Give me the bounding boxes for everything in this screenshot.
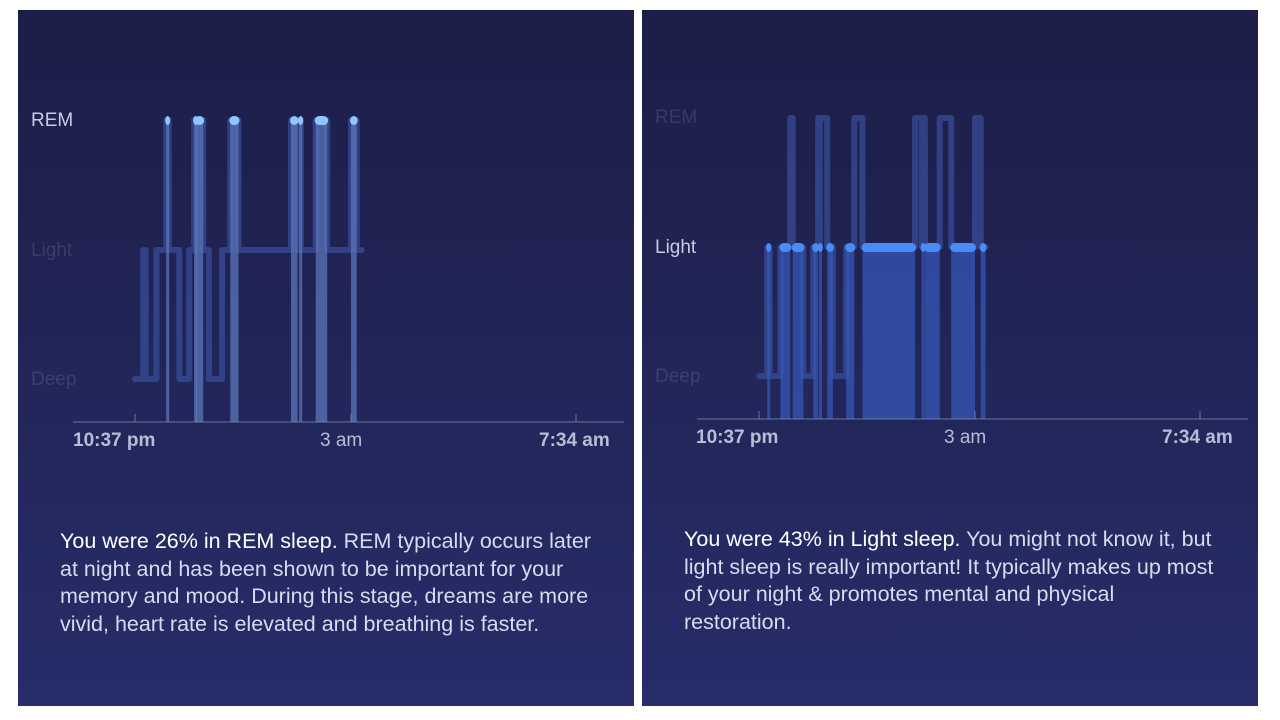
stage-highlight-bar: [812, 243, 820, 252]
stage-highlight-bar: [194, 116, 205, 125]
light-summary: You were 43% in Light sleep. You might n…: [684, 526, 1224, 636]
time-label-mid: 3 am: [320, 430, 363, 451]
time-label-end: 7:34 am: [1162, 427, 1233, 448]
stage-column: [862, 247, 916, 419]
stage-highlight-bar: [350, 116, 358, 125]
stage-column: [767, 247, 771, 419]
stage-column: [813, 247, 819, 419]
stage-column: [291, 120, 298, 422]
stage-column: [195, 120, 204, 422]
stage-highlight-bar: [791, 243, 805, 252]
stage-label-light: Light: [31, 240, 73, 261]
stage-highlight-bar: [920, 243, 926, 252]
stage-highlight-bar: [923, 243, 941, 252]
stage-column: [921, 247, 925, 419]
time-label-mid: 3 am: [944, 427, 987, 448]
stage-highlight-bar: [779, 243, 792, 252]
time-label-start: 10:37 pm: [73, 430, 156, 451]
stage-highlight-bar: [845, 243, 856, 252]
stage-column: [230, 120, 239, 422]
stage-column: [980, 247, 986, 419]
stage-column: [194, 120, 198, 422]
hypnogram-trace: [756, 115, 989, 379]
stage-label-deep: Deep: [31, 369, 77, 390]
stage-label-rem: REM: [655, 107, 698, 128]
stage-highlight-bar: [298, 116, 304, 125]
stage-column: [299, 120, 303, 422]
stage-highlight-bar: [766, 243, 772, 252]
rem-panel: REM Light Deep 10:37 pm 3 am 7:34 am You…: [18, 10, 634, 706]
stage-column: [846, 247, 855, 419]
stage-highlight-bar: [950, 243, 976, 252]
stage-column: [792, 247, 804, 419]
stage-label-light: Light: [655, 237, 697, 258]
stage-column: [166, 120, 170, 422]
stage-column: [351, 120, 357, 422]
stage-column: [780, 247, 791, 419]
light-panel: REM Light Deep 10:37 pm 3 am 7:34 am You…: [642, 10, 1258, 706]
stage-highlight-bar: [229, 116, 240, 125]
stage-column: [951, 247, 975, 419]
stage-highlight-bar: [314, 116, 329, 125]
rem-sleep-chart: [73, 116, 624, 423]
rem-summary: You were 26% in REM sleep. REM typically…: [60, 528, 600, 638]
light-summary-lead: You were 43% in Light sleep.: [684, 527, 961, 551]
stage-highlight-bar: [165, 116, 171, 125]
rem-summary-lead: You were 26% in REM sleep.: [60, 529, 338, 553]
light-sleep-chart: [697, 115, 1248, 420]
stage-column: [827, 247, 833, 419]
stage-highlight-bar: [826, 243, 834, 252]
rem-summary-body: REM typically occurs later at night and …: [60, 529, 591, 636]
stage-highlight-bar: [817, 243, 823, 252]
light-summary-body: You might not know it, but light sleep i…: [684, 527, 1214, 634]
stage-column: [924, 247, 940, 419]
time-label-start: 10:37 pm: [696, 427, 779, 448]
stage-highlight-bar: [861, 243, 917, 252]
stage-label-rem: REM: [31, 110, 74, 131]
time-label-end: 7:34 am: [539, 430, 610, 451]
stage-column: [818, 247, 822, 419]
stage-label-deep: Deep: [655, 366, 701, 387]
stage-column: [315, 120, 328, 422]
stage-highlight-bar: [979, 243, 987, 252]
stage-highlight-bar: [290, 116, 299, 125]
